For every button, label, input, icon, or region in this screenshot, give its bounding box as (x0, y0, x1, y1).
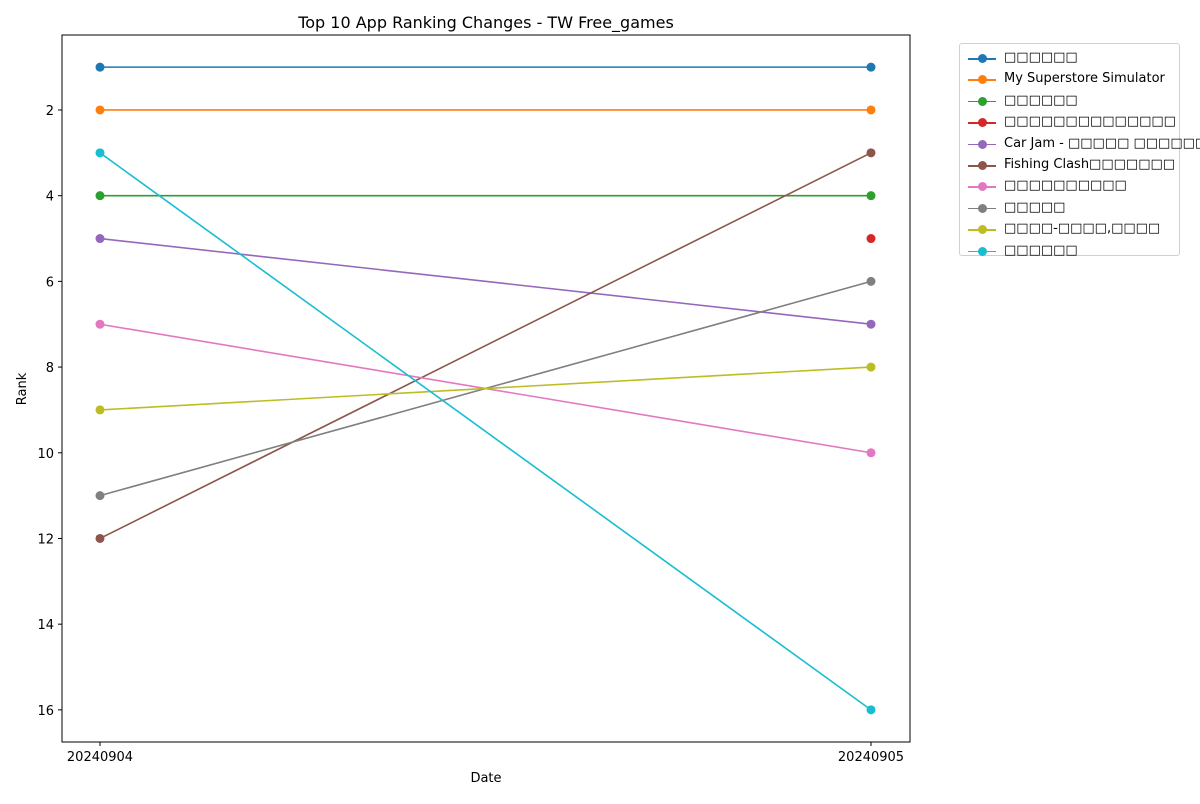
data-point-series-1 (95, 105, 105, 115)
data-point-series-7 (95, 491, 105, 501)
legend-label: Fishing Clash□□□□□□□ (1004, 157, 1176, 172)
y-tick-label: 14 (37, 618, 54, 633)
series-line-5 (99, 152, 872, 540)
legend-label: Car Jam - □□□□□ □□□□□□ (1004, 135, 1200, 151)
legend-marker-swatch (978, 139, 987, 149)
y-axis-label: Rank (15, 372, 30, 405)
legend-label: □□□□□□□□□□ (1004, 178, 1127, 194)
data-point-series-6 (95, 319, 105, 329)
data-point-series-3 (866, 234, 876, 244)
data-point-series-2 (95, 191, 105, 201)
series-line-8 (99, 366, 872, 411)
legend-item: □□□□□□□□□□□□□□ (960, 112, 1179, 133)
plot-area: 2 4 6 8 10 12 14 16 20240904 20240905 (37, 34, 911, 765)
data-point-series-8 (866, 362, 876, 372)
x-tick-label: 20240905 (838, 750, 904, 765)
y-tick-label: 2 (46, 104, 54, 119)
legend-item: □□□□-□□□□,□□□□ (960, 219, 1179, 240)
legend-marker-swatch (978, 225, 987, 235)
legend-label: □□□□-□□□□,□□□□ (1004, 221, 1161, 237)
x-axis-label: Date (470, 771, 501, 786)
legend-item: Fishing Clash□□□□□□□ (960, 155, 1179, 176)
series-line-4 (99, 237, 872, 326)
y-tick-label: 16 (37, 704, 54, 719)
legend-item: □□□□□□□□□□ (960, 176, 1179, 197)
data-point-series-9 (866, 705, 876, 715)
data-point-series-0 (95, 62, 105, 72)
legend-marker-swatch (978, 54, 987, 63)
legend-item: □□□□□ (960, 198, 1179, 219)
y-tick-label: 8 (46, 361, 54, 376)
legend-marker-swatch (978, 182, 987, 192)
legend-item: □□□□□□ (960, 48, 1179, 69)
data-point-series-6 (866, 448, 876, 458)
legend-label: □□□□□□ (1004, 92, 1078, 108)
x-tick-label: 20240904 (67, 750, 133, 765)
data-point-series-1 (866, 105, 876, 115)
data-point-series-0 (866, 62, 876, 72)
data-point-series-9 (95, 148, 105, 158)
data-point-series-8 (95, 405, 105, 415)
legend-label: □□□□□ (1004, 199, 1066, 215)
legend-marker-swatch (978, 246, 987, 256)
series-line-9 (99, 152, 872, 711)
legend-marker-swatch (978, 96, 987, 106)
data-point-series-7 (866, 276, 876, 286)
data-point-series-4 (95, 234, 105, 244)
chart-legend: □□□□□□ My Superstore Simulator □□□□□□ □□□□□… (959, 43, 1200, 258)
y-tick-label: 10 (37, 447, 54, 462)
legend-item: □□□□□□ (960, 91, 1179, 112)
legend-label: My Superstore Simulator (1004, 71, 1165, 87)
y-tick-label: 6 (46, 275, 54, 290)
data-point-series-4 (866, 319, 876, 329)
legend-item: Car Jam - □□□□□ □□□□□□ (960, 134, 1200, 155)
legend-marker-swatch (978, 203, 987, 213)
y-tick-label: 12 (37, 532, 54, 547)
legend-marker-swatch (978, 118, 987, 128)
legend-label: □□□□□□ (1004, 242, 1078, 258)
chart-title: Top 10 App Ranking Changes - TW Free_gam… (297, 13, 674, 33)
legend-label: □□□□□□ (1004, 50, 1078, 65)
legend-marker-swatch (978, 75, 987, 85)
legend-marker-swatch (978, 161, 987, 170)
legend-item: My Superstore Simulator (960, 69, 1179, 90)
data-point-series-5 (95, 533, 105, 543)
plot-frame (61, 34, 911, 743)
y-tick-label: 4 (46, 190, 54, 205)
data-point-series-5 (866, 148, 876, 158)
legend-item: □□□□□□ (960, 241, 1179, 262)
data-point-series-2 (866, 191, 876, 201)
legend-label: □□□□□□□□□□□□□□ (1004, 114, 1176, 130)
